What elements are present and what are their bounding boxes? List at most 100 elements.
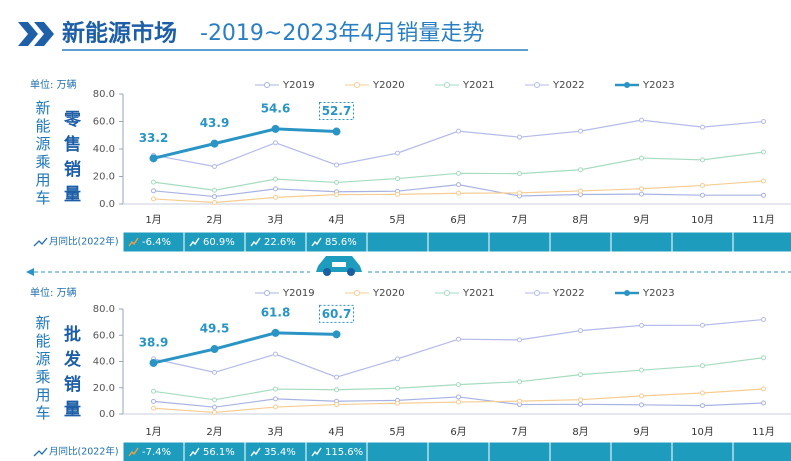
point	[517, 337, 522, 343]
metric-label: 零售销量	[60, 110, 82, 210]
legend-label: Y2020	[372, 288, 405, 299]
point	[578, 128, 583, 134]
point	[639, 191, 644, 197]
point	[639, 402, 644, 408]
point	[517, 134, 522, 140]
point	[273, 404, 278, 410]
y-tick-label: 20.0	[93, 172, 115, 183]
point	[456, 170, 461, 176]
point	[210, 345, 219, 354]
point	[273, 396, 278, 402]
point	[761, 386, 766, 392]
chevron	[34, 22, 54, 46]
yoy-cell	[671, 231, 734, 253]
data-label: 43.9	[200, 116, 230, 130]
yoy-value: -6.4%	[142, 237, 171, 248]
point	[151, 398, 156, 404]
point	[334, 179, 339, 185]
legend-marker	[624, 290, 630, 296]
legend-marker	[354, 82, 360, 88]
point	[761, 400, 766, 406]
point	[578, 328, 583, 334]
point	[578, 167, 583, 173]
x-tick-label: 4月	[328, 426, 344, 438]
yoy-label: 月同比(2022年)	[49, 236, 119, 248]
y-tick-label: 60.0	[93, 330, 115, 341]
x-tick-label: 10月	[691, 214, 714, 226]
point	[700, 182, 705, 188]
data-label: 52.7	[322, 104, 352, 118]
point	[761, 192, 766, 198]
chevron	[18, 22, 38, 46]
yoy-value: 85.6%	[325, 237, 357, 248]
point	[456, 190, 461, 196]
point	[456, 399, 461, 405]
point	[212, 409, 217, 415]
yoy-trend-icon	[189, 237, 200, 247]
yoy-cell	[549, 231, 612, 253]
point	[761, 178, 766, 184]
yoy-label: 月同比(2022年)	[49, 446, 119, 458]
legend-marker	[264, 82, 270, 88]
car-icon	[316, 256, 362, 276]
y-tick-label: 0.0	[99, 199, 115, 210]
point	[578, 397, 583, 403]
data-label: 61.8	[261, 305, 291, 319]
x-tick-label: 9月	[633, 214, 649, 226]
x-tick-label: 8月	[572, 214, 588, 226]
point	[517, 379, 522, 385]
point	[212, 397, 217, 403]
side-label: 新能源乘用车	[34, 100, 52, 208]
yoy-trend-icon	[128, 237, 139, 247]
point	[395, 385, 400, 391]
point	[700, 390, 705, 396]
yoy-trend-icon	[189, 447, 200, 457]
point	[639, 117, 644, 123]
point	[456, 394, 461, 400]
point	[271, 124, 280, 133]
point	[271, 328, 280, 337]
point	[151, 179, 156, 185]
legend-label: Y2019	[282, 288, 315, 299]
yoy-cell	[732, 231, 791, 253]
point	[212, 369, 217, 375]
legend-label: Y2020	[372, 80, 405, 91]
x-tick-label: 11月	[752, 426, 775, 438]
x-tick-label: 11月	[752, 214, 775, 226]
x-tick-label: 9月	[633, 426, 649, 438]
point	[212, 187, 217, 193]
point	[212, 194, 217, 200]
yoy-value: 115.6%	[325, 447, 363, 458]
yoy-value: 35.4%	[264, 447, 296, 458]
data-label: 33.2	[139, 131, 169, 145]
x-tick-label: 6月	[450, 426, 466, 438]
point	[273, 351, 278, 357]
point	[395, 191, 400, 197]
legend-marker	[534, 290, 540, 296]
yoy-cell	[366, 231, 429, 253]
y-tick-label: 40.0	[93, 144, 115, 155]
x-tick-label: 7月	[511, 426, 527, 438]
point	[761, 119, 766, 124]
x-tick-label: 1月	[145, 214, 161, 226]
yoy-value: 22.6%	[264, 237, 296, 248]
point	[273, 176, 278, 182]
x-tick-label: 3月	[267, 426, 283, 438]
point	[273, 186, 278, 192]
legend-label: Y2023	[642, 80, 675, 91]
point	[334, 374, 339, 380]
point	[210, 139, 219, 148]
label-box	[319, 102, 354, 121]
point	[700, 124, 705, 130]
metric-label: 批发销量	[60, 324, 82, 425]
yoy-cell	[732, 441, 791, 461]
point	[273, 386, 278, 392]
legend-marker	[354, 290, 360, 296]
point	[700, 157, 705, 163]
point	[639, 322, 644, 328]
point	[273, 140, 278, 146]
x-tick-label: 2月	[206, 214, 222, 226]
series-line	[153, 331, 337, 365]
title-sub: -2019~2023年4月销量走势	[200, 21, 484, 46]
